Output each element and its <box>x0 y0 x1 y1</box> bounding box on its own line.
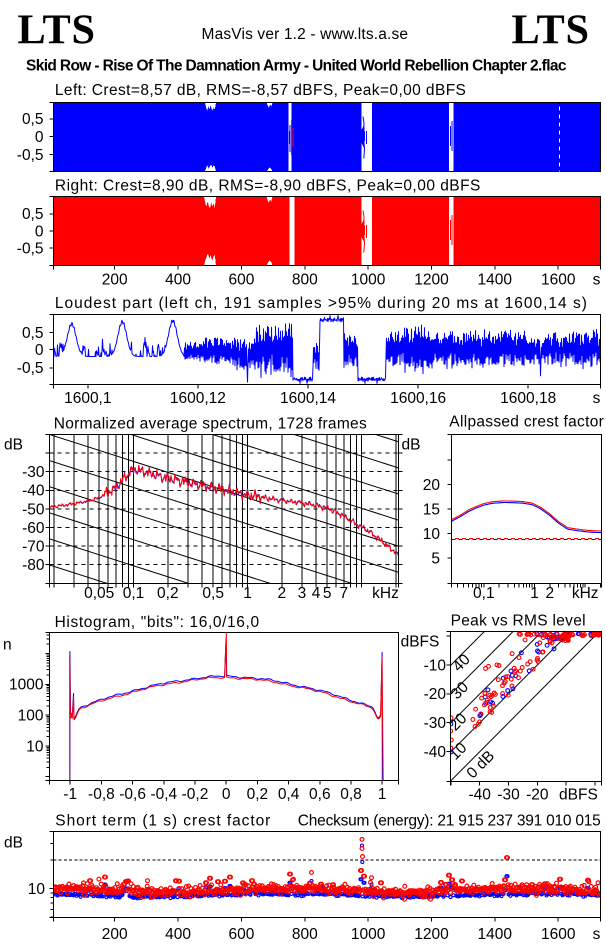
svg-text:1: 1 <box>378 786 387 803</box>
svg-text:0,5: 0,5 <box>202 585 224 602</box>
svg-text:LTS: LTS <box>512 7 590 54</box>
svg-text:Short term (1 s) crest factor: Short term (1 s) crest factor <box>55 812 270 829</box>
svg-text:10: 10 <box>423 526 441 543</box>
svg-text:800: 800 <box>292 272 318 289</box>
svg-text:-0,6: -0,6 <box>119 786 146 803</box>
svg-text:-40: -40 <box>468 787 491 804</box>
svg-text:1600,18: 1600,18 <box>500 390 556 407</box>
svg-text:s: s <box>593 390 601 407</box>
svg-text:400: 400 <box>165 272 191 289</box>
svg-text:0,5: 0,5 <box>22 206 44 223</box>
svg-text:Skid Row - Rise Of The Damnati: Skid Row - Rise Of The Damnation Army - … <box>26 58 567 75</box>
svg-text:200: 200 <box>102 926 128 943</box>
svg-text:-0,5: -0,5 <box>17 360 44 377</box>
svg-text:0: 0 <box>35 342 44 359</box>
svg-text:1200: 1200 <box>414 272 449 289</box>
svg-text:Normalized average spectrum, 1: Normalized average spectrum, 1728 frames <box>54 416 367 433</box>
svg-text:-60: -60 <box>22 520 45 537</box>
svg-text:2: 2 <box>277 585 286 602</box>
svg-text:-1: -1 <box>63 786 77 803</box>
svg-text:dB: dB <box>4 437 23 454</box>
svg-text:dB: dB <box>402 437 421 454</box>
svg-text:-40: -40 <box>424 744 447 761</box>
svg-text:-50: -50 <box>22 501 45 518</box>
svg-text:20: 20 <box>423 477 441 494</box>
svg-text:600: 600 <box>228 272 254 289</box>
svg-text:kHz: kHz <box>572 585 599 602</box>
svg-text:Left: Crest=8,57 dB, RMS=-8,57: Left: Crest=8,57 dB, RMS=-8,57 dBFS, Pea… <box>55 82 466 99</box>
svg-text:-80: -80 <box>22 557 45 574</box>
svg-text:1400: 1400 <box>478 272 513 289</box>
svg-text:1000: 1000 <box>351 926 386 943</box>
svg-text:1: 1 <box>530 585 539 602</box>
svg-text:-40: -40 <box>22 483 45 500</box>
svg-text:1600,14: 1600,14 <box>280 390 336 407</box>
svg-text:-0,8: -0,8 <box>88 786 115 803</box>
svg-text:-0,5: -0,5 <box>17 241 44 258</box>
svg-text:-30: -30 <box>22 464 45 481</box>
svg-text:0,1: 0,1 <box>473 585 495 602</box>
svg-text:-70: -70 <box>22 538 45 555</box>
svg-text:0,5: 0,5 <box>22 111 44 128</box>
svg-text:MasVis ver 1.2 - www.lts.a.se: MasVis ver 1.2 - www.lts.a.se <box>202 26 409 43</box>
svg-text:7: 7 <box>339 585 348 602</box>
svg-text:2: 2 <box>545 585 554 602</box>
svg-text:0,05: 0,05 <box>84 585 114 602</box>
svg-text:1600,1: 1600,1 <box>64 390 111 407</box>
svg-text:0,1: 0,1 <box>123 585 145 602</box>
svg-text:-0,4: -0,4 <box>150 786 177 803</box>
svg-text:1200: 1200 <box>414 926 449 943</box>
svg-text:Checksum (energy): 21 915 237: Checksum (energy): 21 915 237 391 010 01… <box>298 812 601 829</box>
svg-text:1000: 1000 <box>351 272 386 289</box>
svg-text:1: 1 <box>243 585 252 602</box>
svg-text:15: 15 <box>423 501 440 518</box>
svg-text:-30: -30 <box>424 715 447 732</box>
svg-text:400: 400 <box>165 926 191 943</box>
svg-text:200: 200 <box>102 272 128 289</box>
svg-text:dBFS: dBFS <box>401 634 440 651</box>
svg-text:s: s <box>593 926 601 943</box>
svg-text:-10: -10 <box>424 657 447 674</box>
svg-text:600: 600 <box>228 926 254 943</box>
svg-text:kHz: kHz <box>372 585 399 602</box>
svg-text:1600: 1600 <box>541 926 576 943</box>
svg-text:-0,5: -0,5 <box>17 147 44 164</box>
svg-text:100: 100 <box>18 708 44 725</box>
svg-text:800: 800 <box>292 926 318 943</box>
svg-text:0,6: 0,6 <box>309 786 331 803</box>
svg-text:10: 10 <box>28 881 46 898</box>
svg-text:5: 5 <box>431 550 440 567</box>
svg-text:Peak vs RMS level: Peak vs RMS level <box>451 613 586 630</box>
svg-text:LTS: LTS <box>18 7 96 54</box>
svg-text:5: 5 <box>323 585 332 602</box>
svg-text:dBFS: dBFS <box>559 787 598 804</box>
svg-text:10: 10 <box>26 738 44 755</box>
svg-text:-20: -20 <box>526 787 549 804</box>
svg-text:1600: 1600 <box>541 272 576 289</box>
svg-text:n: n <box>3 637 12 654</box>
svg-text:Loudest part (left ch, 191 sa: Loudest part (left ch, 191 samples >95% … <box>55 295 587 312</box>
svg-text:4: 4 <box>312 585 321 602</box>
svg-text:3: 3 <box>298 585 307 602</box>
svg-text:-0,2: -0,2 <box>182 786 209 803</box>
svg-text:Right: Crest=8,90 dB, RMS=-8,9: Right: Crest=8,90 dB, RMS=-8,90 dBFS, Pe… <box>55 178 481 195</box>
svg-text:s: s <box>593 272 601 289</box>
svg-text:0,2: 0,2 <box>157 585 179 602</box>
svg-text:0: 0 <box>35 223 44 240</box>
svg-text:0,2: 0,2 <box>247 786 269 803</box>
svg-text:0: 0 <box>35 129 44 146</box>
svg-text:-20: -20 <box>424 686 447 703</box>
svg-text:dB: dB <box>4 835 23 852</box>
svg-text:1400: 1400 <box>478 926 513 943</box>
svg-text:Histogram, "bits": 16,0/16,0: Histogram, "bits": 16,0/16,0 <box>55 614 260 631</box>
svg-text:0,5: 0,5 <box>22 325 44 342</box>
svg-text:1000: 1000 <box>9 677 44 694</box>
svg-text:-30: -30 <box>497 787 520 804</box>
svg-text:1600,16: 1600,16 <box>390 390 446 407</box>
svg-text:1600,12: 1600,12 <box>170 390 226 407</box>
svg-text:Allpassed crest factor: Allpassed crest factor <box>449 414 604 431</box>
svg-text:0,8: 0,8 <box>340 786 362 803</box>
svg-text:0,4: 0,4 <box>278 786 300 803</box>
svg-text:0: 0 <box>222 786 231 803</box>
